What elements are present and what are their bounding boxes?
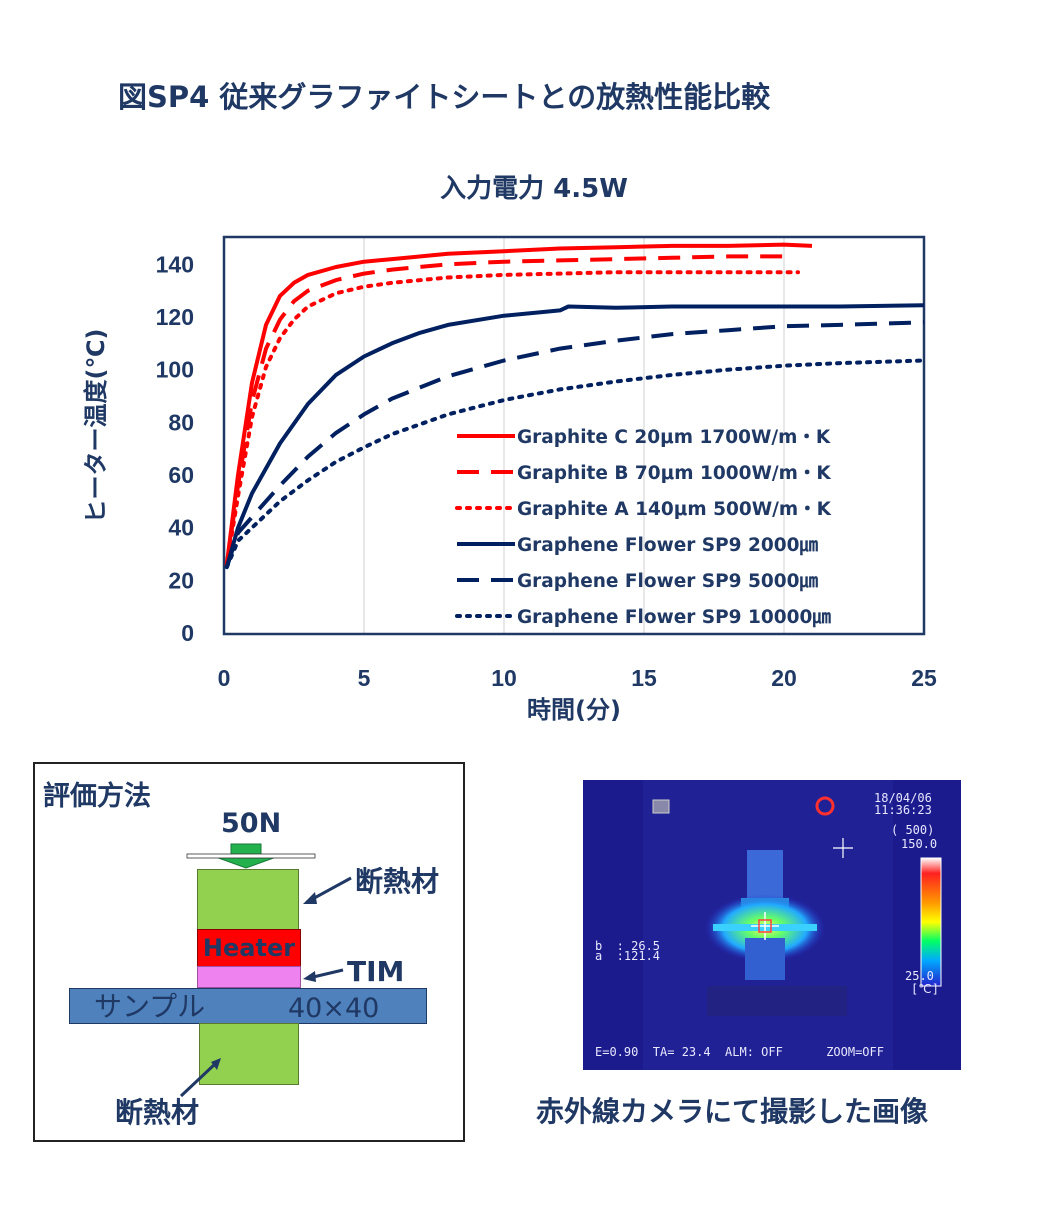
x-tick-label: 0: [218, 665, 231, 691]
camera-icon: [652, 799, 670, 814]
y-tick-label: 120: [156, 304, 194, 330]
infrared-camera-image: 18/04/06 11:36:23 ( 500) 150.0 25.0 [℃] …: [583, 780, 961, 1070]
sample-size-label: 40×40: [288, 993, 380, 1024]
sample-plate: サンプル 40×40: [69, 988, 427, 1024]
x-tick-label: 20: [771, 665, 797, 691]
ir-scale-min: 25.0: [905, 969, 934, 983]
thermal-base: [707, 986, 847, 1016]
top-insulation-block: [197, 869, 299, 931]
ir-status-bar: E=0.90 TA= 23.4 ALM: OFF ZOOM=OFF: [595, 1045, 884, 1059]
x-tick-label: 5: [358, 665, 371, 691]
method-arrows: [179, 843, 352, 1098]
series-line-2: [224, 254, 784, 565]
arrowhead-icon: [303, 892, 317, 904]
x-tick-label: 15: [631, 665, 657, 691]
ir-unit: [℃]: [911, 982, 939, 996]
y-tick-label: 140: [156, 251, 194, 277]
ir-range: ( 500): [891, 823, 935, 837]
bottom-insulation-block: [199, 1023, 299, 1085]
chart-grid: [363, 237, 785, 634]
series-line-4: [224, 303, 925, 568]
legend-label-3: Graphite A 140μm 500W/m・K: [517, 499, 832, 520]
arrowhead-icon: [211, 1058, 221, 1070]
series-line-3: [224, 270, 800, 567]
ir-marker-a: a :121.4: [595, 949, 661, 963]
arrowhead-icon: [303, 971, 316, 982]
heater-block: Heater: [197, 929, 301, 967]
temperature-scale-bar: [920, 857, 942, 987]
insulation-bottom-arrow-icon: [179, 1062, 217, 1098]
chart-series: [224, 242, 926, 570]
evaluation-method-panel: 評価方法 50N Heater サンプル 40×40 断熱材 TIM 断熱材: [33, 762, 465, 1142]
target-marker-icon: [833, 838, 853, 858]
x-tick-label: 25: [911, 665, 937, 691]
legend-label-4: Graphene Flower SP9 2000㎛: [517, 535, 818, 556]
force-label: 50N: [221, 808, 282, 839]
sample-label: サンプル: [94, 990, 206, 1023]
y-tick-label: 100: [156, 357, 194, 383]
chart-legend: Graphite C 20μm 1700W/m・K Graphite B 70μm…: [455, 427, 832, 628]
y-axis-label: ヒーター温度(℃): [82, 329, 110, 524]
temperature-chart: 0 5 10 15 20 25 0 20 40 60 80 100 120 140 Graphite C …: [82, 235, 937, 724]
tim-label: TIM: [347, 955, 405, 988]
insulation-top-label: 断熱材: [355, 865, 440, 898]
press-plate: [186, 853, 316, 859]
legend-label-2: Graphite B 70μm 1000W/m・K: [517, 463, 831, 484]
chart-ticks: 0 5 10 15 20 25 0 20 40 60 80 100 120 140: [156, 251, 937, 691]
ir-time: 11:36:23: [874, 803, 932, 817]
x-axis-label: 時間(分): [527, 696, 621, 724]
tim-layer: [197, 966, 301, 988]
legend-label-6: Graphene Flower SP9 10000㎛: [517, 607, 831, 628]
plot-area-frame: [222, 235, 926, 636]
method-title: 評価方法: [43, 781, 151, 812]
thermal-lower-block: [745, 938, 785, 980]
y-tick-label: 80: [168, 409, 194, 435]
series-line-5: [224, 320, 925, 568]
ir-scale-max: 150.0: [901, 837, 938, 851]
series-line-6: [224, 358, 926, 570]
chart-title: 入力電力 4.5W: [440, 174, 628, 204]
y-tick-label: 40: [168, 515, 194, 541]
insulation-bottom-label: 断熱材: [115, 1096, 200, 1129]
thermal-upper-block: [747, 850, 783, 900]
y-tick-label: 0: [181, 620, 194, 646]
y-tick-label: 60: [168, 462, 194, 488]
record-icon: [815, 796, 835, 816]
legend-label-5: Graphene Flower SP9 5000㎛: [517, 571, 818, 592]
ir-caption: 赤外線カメラにて撮影した画像: [536, 1095, 929, 1128]
ir-date: 18/04/06: [874, 791, 932, 805]
thermal-scene: [583, 780, 961, 1070]
ir-marker-b: b : 26.5: [595, 939, 661, 953]
y-tick-label: 20: [168, 567, 194, 593]
legend-label-1: Graphite C 20μm 1700W/m・K: [517, 427, 831, 448]
x-tick-label: 10: [491, 665, 517, 691]
page-title: 図SP4 従来グラファイトシートとの放熱性能比較: [118, 80, 771, 114]
series-line-1: [224, 242, 813, 565]
